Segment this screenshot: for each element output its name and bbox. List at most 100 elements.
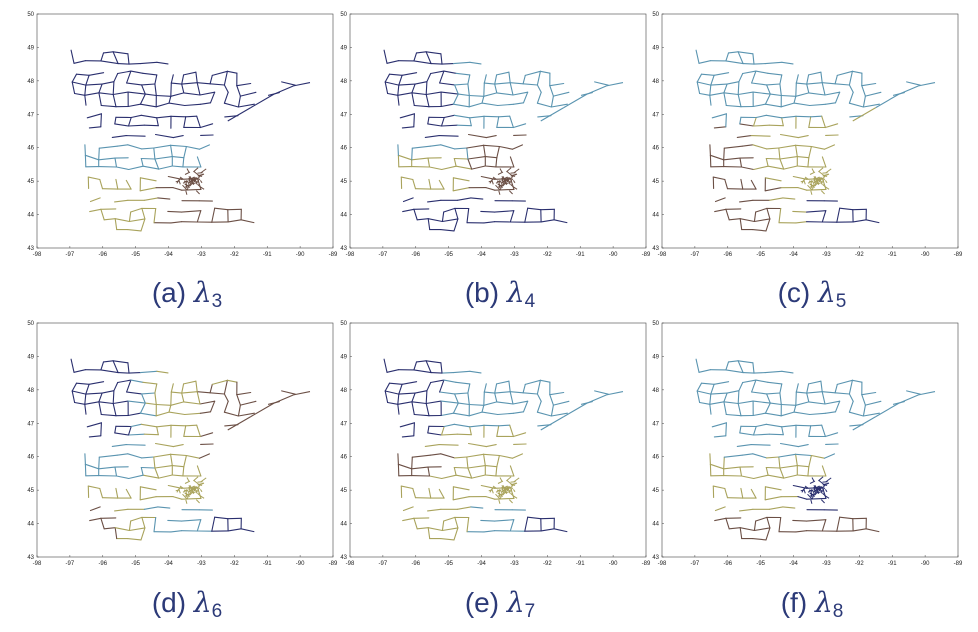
road-segment	[100, 422, 102, 437]
road-segment	[511, 494, 518, 499]
road-segment	[74, 92, 86, 96]
y-tick-label: 47	[27, 112, 34, 118]
axes-frame	[349, 13, 647, 249]
road-segment	[196, 82, 201, 96]
road-segment	[512, 432, 527, 438]
road-segment	[125, 135, 146, 137]
road-segment	[741, 144, 754, 147]
road-segment	[471, 474, 486, 479]
road-segment	[427, 432, 443, 436]
road-segment	[84, 94, 87, 106]
road-segment	[483, 221, 496, 224]
road-segment	[99, 178, 104, 190]
road-segment	[813, 176, 820, 181]
road-segment	[293, 81, 311, 87]
road-segment	[793, 411, 811, 416]
road-segment	[498, 184, 503, 188]
road-segment	[117, 372, 130, 374]
road-segment	[496, 401, 514, 405]
road-segment	[848, 102, 864, 108]
road-segment	[498, 190, 501, 195]
road-segment	[439, 379, 445, 393]
road-segment	[496, 92, 514, 96]
road-segment	[740, 487, 744, 499]
road-segment	[793, 404, 797, 413]
road-segment	[438, 135, 459, 137]
road-segment	[412, 487, 417, 499]
road-segment	[522, 91, 529, 104]
road-segment	[848, 393, 854, 402]
road-segment	[808, 489, 815, 492]
caption-a: (a) λ3	[37, 276, 337, 313]
road-segment	[752, 229, 767, 232]
road-segment	[698, 369, 711, 373]
road-segment	[170, 144, 187, 148]
road-segment	[540, 416, 565, 431]
road-segment	[736, 135, 752, 138]
y-tick-label: 50	[652, 321, 659, 327]
road-segment	[796, 156, 810, 159]
road-segment	[724, 487, 729, 499]
road-segment	[781, 61, 794, 65]
road-segment	[195, 71, 198, 84]
road-segment	[139, 370, 158, 374]
road-segment	[824, 432, 839, 438]
road-segment	[714, 208, 727, 213]
road-segment	[427, 466, 431, 477]
road-segment	[196, 391, 211, 394]
road-segment	[102, 51, 114, 54]
road-segment	[211, 516, 216, 532]
road-segment	[388, 382, 403, 385]
road-segment	[804, 176, 809, 180]
x-tick-label: -94	[789, 561, 798, 567]
road-segment	[84, 403, 87, 415]
road-segment	[508, 180, 510, 184]
road-segment	[154, 383, 158, 394]
road-segment	[511, 185, 518, 190]
road-segment	[441, 218, 459, 223]
road-segment	[861, 85, 866, 97]
road-segment	[199, 489, 203, 493]
x-tick-label: -96	[98, 561, 107, 567]
road-segment	[439, 82, 456, 86]
road-network	[695, 49, 936, 232]
road-segment	[779, 156, 798, 160]
road-segment	[440, 116, 445, 127]
road-segment	[114, 199, 129, 203]
road-segment	[768, 124, 784, 127]
road-segment	[181, 82, 198, 85]
road-segment	[467, 392, 470, 406]
road-segment	[103, 218, 116, 221]
x-tick-label: -95	[756, 561, 765, 567]
road-segment	[742, 70, 757, 75]
road-segment	[713, 435, 727, 438]
road-segment	[182, 180, 188, 184]
road-segment	[764, 486, 782, 491]
road-segment	[101, 390, 115, 394]
road-segment	[195, 180, 197, 184]
road-segment	[606, 81, 624, 87]
road-segment	[751, 70, 757, 84]
road-network	[70, 49, 311, 232]
y-tick-label: 48	[27, 79, 34, 85]
road-segment	[399, 113, 415, 119]
road-segment	[766, 393, 771, 404]
road-segment	[182, 157, 185, 168]
road-segment	[536, 84, 542, 93]
road-segment	[821, 484, 826, 489]
road-segment	[440, 362, 443, 374]
x-tick-label: -92	[543, 252, 552, 258]
road-segment	[196, 484, 201, 489]
road-segment	[273, 394, 294, 404]
road-segment	[467, 83, 470, 97]
road-segment	[808, 425, 812, 437]
road-segment	[111, 444, 127, 447]
road-segment	[127, 144, 143, 150]
road-segment	[170, 221, 183, 224]
road-segment	[780, 403, 797, 406]
road-segment	[750, 488, 757, 499]
road-segment	[281, 81, 296, 86]
road-segment	[751, 391, 768, 395]
road-segment	[725, 422, 727, 437]
road-segment	[481, 404, 485, 413]
